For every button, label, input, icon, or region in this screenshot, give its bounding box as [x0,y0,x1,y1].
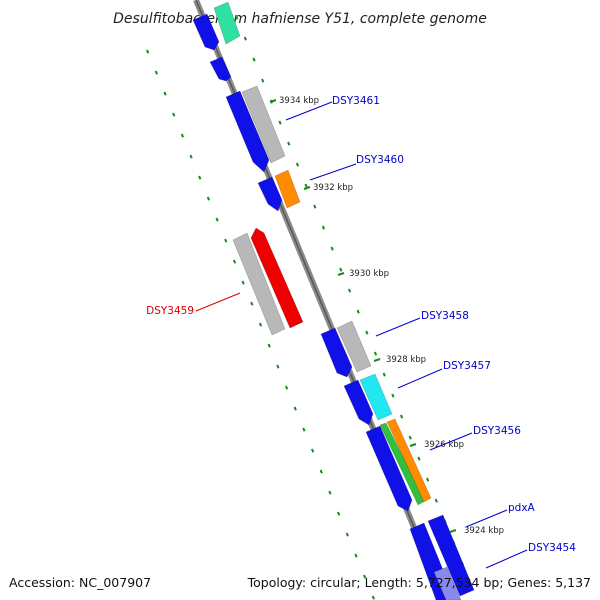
gene-label-dsy3458[interactable]: DSY3458 [421,310,469,322]
kbp-label-3930: 3930 kbp [349,269,389,279]
track-dash [356,309,360,314]
gene-arrow-3461-blue[interactable] [225,90,270,173]
gene-arrow-3460-orange[interactable] [274,169,301,209]
track-dash [180,133,184,138]
track-dash [347,288,352,293]
gene-label-dsy3460[interactable]: DSY3460 [356,154,404,166]
track-dash [354,553,358,558]
topology-text: Topology: circular; Length: 5,727,534 bp… [247,575,591,590]
gene-labels: DSY3461 DSY3460 DSY3459 DSY3458 DSY3457 … [146,95,576,554]
gene-arrows [192,1,475,600]
track-dash [330,246,334,251]
gene-label-pdxa[interactable]: pdxA [508,502,536,514]
gene-arrow-3456-blue[interactable] [365,425,413,512]
track-dash [267,343,271,348]
gene-arrow-pdxa-blue-2[interactable] [427,514,475,597]
kbp-label-3924: 3924 kbp [464,526,504,536]
track-dash [224,238,228,243]
track-dash [206,196,211,201]
gene-label-lines [195,101,528,569]
kbp-scale: 3934 kbp 3932 kbp 3930 kbp 3928 kbp 3926… [269,96,504,536]
track-dash [371,595,375,600]
gene-arrow-3460-blue[interactable] [257,176,283,212]
track-dash [345,532,349,537]
track-dash [408,435,412,440]
track-dash [373,351,378,356]
gene-arrow-3461-gray[interactable] [241,85,286,164]
track-dash [304,183,308,188]
gene-arrow-3459-red[interactable] [250,227,304,329]
track-dash [278,120,282,125]
track-dash [215,217,219,222]
gene-arrow-top-2[interactable] [209,56,232,82]
track-dash [295,162,300,167]
track-dash [243,36,247,41]
track-dash [258,322,263,327]
gene-arrow-3456-orange[interactable] [386,418,432,503]
track-dash [310,448,315,453]
track-dash [293,406,297,411]
track-dash [154,70,158,75]
track-dash [276,364,280,369]
gene-arrow-3454-lavender[interactable] [433,566,462,600]
gene-label-dsy3461[interactable]: DSY3461 [332,95,380,107]
track-dash [198,175,202,180]
track-dash [321,225,326,230]
track-dash [313,204,317,209]
gene-label-dsy3454[interactable]: DSY3454 [528,542,576,554]
gene-arrow-top-1[interactable] [192,13,220,51]
map-title: Desulfitobacterium hafniense Y51, comple… [113,11,487,27]
track-dash [417,456,421,461]
gene-arrow-top-teal[interactable] [213,1,241,45]
track-dash [363,574,367,579]
gene-label-dsy3459[interactable]: DSY3459 [146,305,194,317]
track-dash [163,91,167,96]
track-dash [426,477,430,482]
accession-text: Accession: NC_007907 [9,575,151,590]
track-dash [382,372,386,377]
kbp-label-3934: 3934 kbp [279,96,319,106]
track-dash [189,154,193,159]
kbp-label-3932: 3932 kbp [313,183,353,193]
track-dash [399,414,404,419]
track-dash [319,469,323,474]
track-dash [337,511,341,516]
track-dash [302,427,306,432]
gene-arrow-3457-blue[interactable] [343,379,374,426]
track-dash [339,267,343,272]
gene-arrow-3458-blue[interactable] [320,327,353,378]
track-dash [235,15,239,20]
kbp-label-3928: 3928 kbp [386,355,426,365]
track-dash [252,57,256,62]
dotted-tracks [146,15,473,600]
track-dash [232,259,237,264]
gene-label-dsy3456[interactable]: DSY3456 [473,425,521,437]
gene-arrow-3457-cyan[interactable] [359,373,393,421]
track-dash [241,280,245,285]
track-dash [284,385,289,390]
track-dash [250,301,254,306]
gene-arrow-3458-gray[interactable] [336,320,372,373]
kbp-label-3926: 3926 kbp [424,440,464,450]
track-dash [287,141,291,146]
gene-label-dsy3457[interactable]: DSY3457 [443,360,491,372]
track-dash [328,490,332,495]
track-dash [172,112,176,117]
gene-arrow-3459-gray[interactable] [232,232,286,336]
track-dash [434,498,438,503]
track-dash [146,49,150,54]
track-dash [261,78,265,83]
track-dash [391,393,395,398]
track-dash [365,330,369,335]
